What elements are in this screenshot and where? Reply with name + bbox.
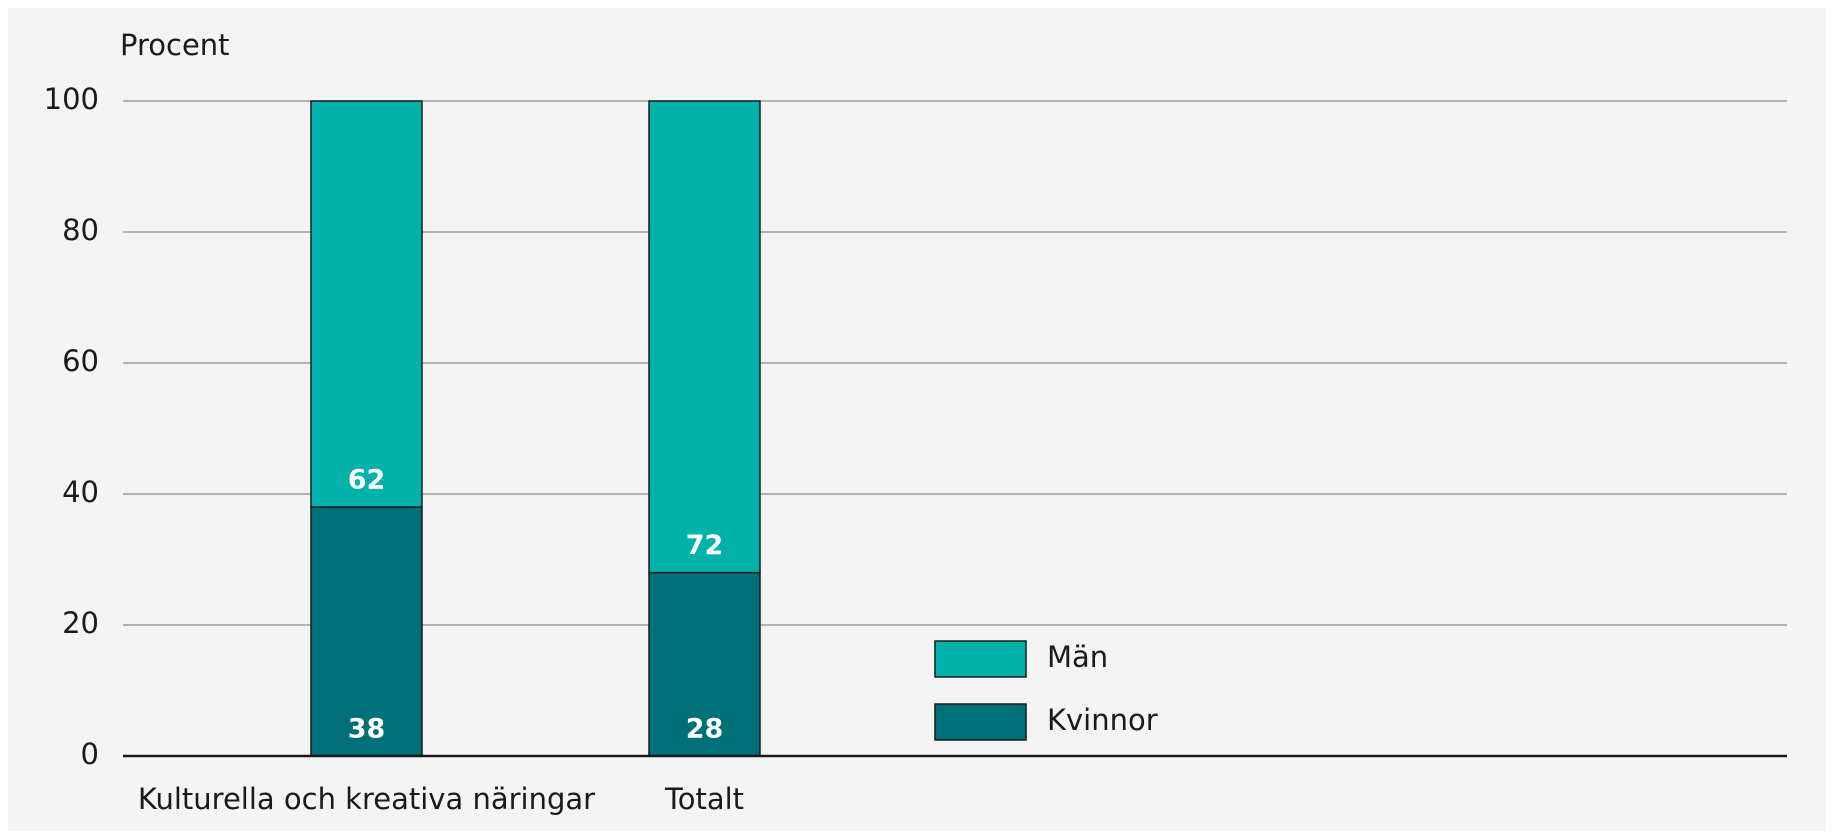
value-label: 38 <box>348 714 386 745</box>
legend-swatch <box>934 640 1027 678</box>
x-tick-label: Kulturella och kreativa näringar <box>138 782 595 816</box>
legend-label: Män <box>1047 640 1108 674</box>
legend-swatch <box>934 703 1027 741</box>
y-tick-label: 0 <box>81 737 99 771</box>
value-label: 62 <box>348 465 386 496</box>
value-label: 28 <box>686 714 724 745</box>
y-tick-label: 40 <box>62 475 99 509</box>
bar-segment <box>648 571 761 757</box>
legend-label: Kvinnor <box>1047 703 1158 737</box>
chart-background <box>8 8 1826 831</box>
bar-segment <box>310 100 423 508</box>
y-axis-label: Procent <box>120 28 230 62</box>
bar-segment <box>648 100 761 574</box>
x-tick-label: Totalt <box>664 782 744 816</box>
y-tick-label: 80 <box>62 213 99 247</box>
y-tick-label: 60 <box>62 344 99 378</box>
y-tick-label: 20 <box>62 606 99 640</box>
y-tick-label: 100 <box>44 82 99 116</box>
value-label: 72 <box>686 530 724 561</box>
